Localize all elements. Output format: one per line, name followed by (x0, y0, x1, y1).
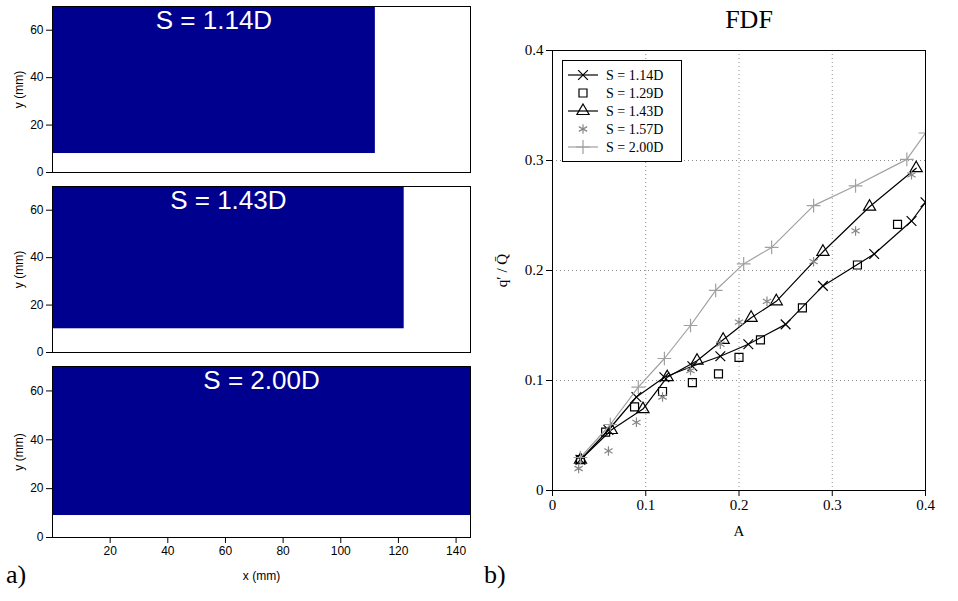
html-text:b): b) (484, 560, 506, 589)
svg-text:S = 2.00D: S = 2.00D (203, 365, 319, 395)
svg-text:0: 0 (549, 497, 557, 513)
svg-text:60: 60 (30, 384, 44, 398)
svg-text:0.2: 0.2 (525, 262, 544, 278)
svg-text:S = 1.43D: S = 1.43D (170, 185, 286, 215)
svg-text:0.4: 0.4 (916, 497, 935, 513)
svg-text:S = 2.00D: S = 2.00D (606, 140, 663, 155)
svg-text:20: 20 (30, 298, 44, 312)
svg-text:0.2: 0.2 (730, 497, 749, 513)
svg-text:20: 20 (103, 544, 117, 558)
svg-text:120: 120 (388, 544, 408, 558)
svg-text:100: 100 (331, 544, 351, 558)
svg-text:140: 140 (446, 544, 466, 558)
svg-text:S = 1.14D: S = 1.14D (606, 68, 663, 83)
svg-text:60: 60 (219, 544, 233, 558)
svg-text:40: 40 (30, 250, 44, 264)
html-text:FDF: FDF (725, 5, 773, 34)
svg-text:y (mm): y (mm) (12, 251, 26, 288)
svg-text:S = 1.43D: S = 1.43D (606, 104, 663, 119)
svg-text:0: 0 (37, 530, 44, 544)
svg-text:60: 60 (30, 23, 44, 37)
svg-text:60: 60 (30, 203, 44, 217)
svg-text:80: 80 (276, 544, 290, 558)
svg-text:0: 0 (37, 165, 44, 179)
svg-text:y (mm): y (mm) (12, 433, 26, 470)
svg-text:x (mm): x (mm) (243, 569, 280, 583)
svg-text:0: 0 (536, 482, 544, 498)
svg-text:0.3: 0.3 (823, 497, 842, 513)
svg-text:20: 20 (30, 481, 44, 495)
svg-text:S = 1.29D: S = 1.29D (606, 86, 663, 101)
svg-text:40: 40 (161, 544, 175, 558)
svg-text:S = 1.57D: S = 1.57D (606, 122, 663, 137)
svg-text:0.4: 0.4 (525, 42, 544, 58)
svg-text:0: 0 (37, 345, 44, 359)
svg-text:q′ / Q̄: q′ / Q̄ (494, 254, 510, 287)
svg-text:y (mm): y (mm) (12, 71, 26, 108)
svg-text:A: A (734, 523, 745, 539)
html-text:a): a) (6, 560, 27, 589)
svg-text:20: 20 (30, 118, 44, 132)
svg-text:0.1: 0.1 (636, 497, 655, 513)
svg-text:S = 1.14D: S = 1.14D (156, 5, 272, 35)
svg-text:40: 40 (30, 433, 44, 447)
svg-text:0.3: 0.3 (525, 152, 544, 168)
svg-text:0.1: 0.1 (525, 372, 544, 388)
svg-text:40: 40 (30, 70, 44, 84)
